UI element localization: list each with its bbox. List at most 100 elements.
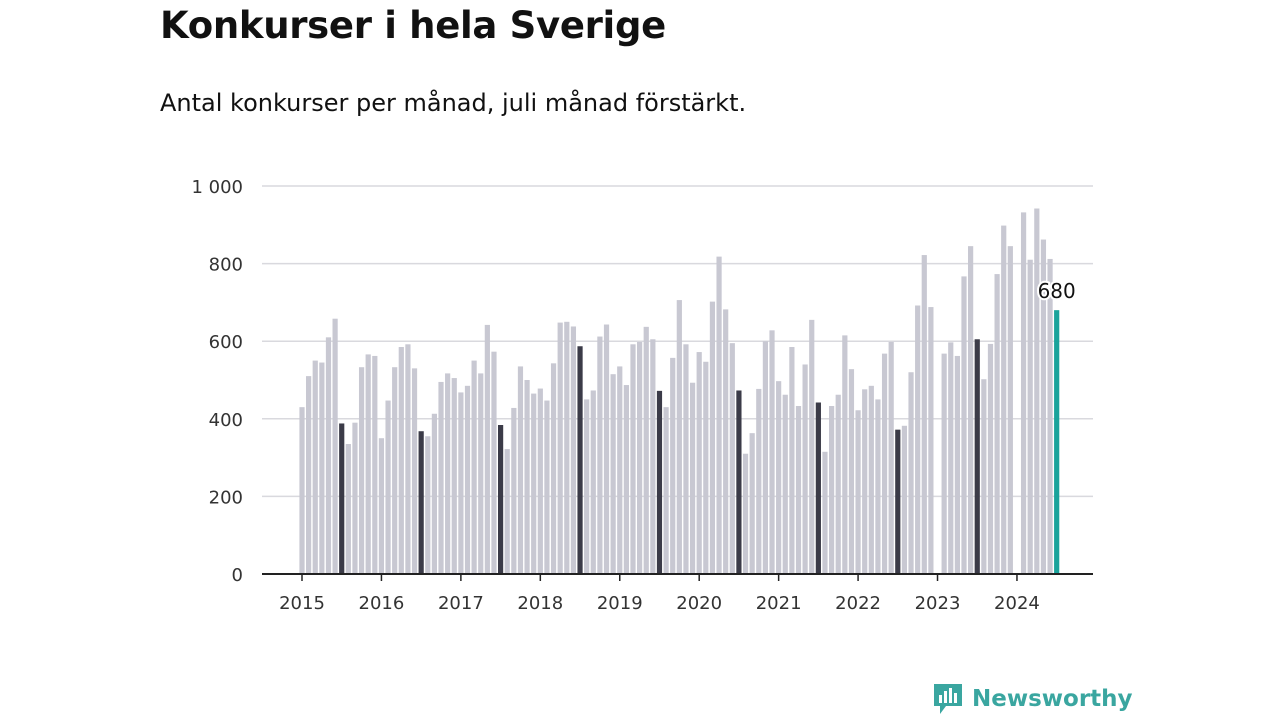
x-tick-label: 2016: [359, 593, 405, 614]
bar: [584, 399, 590, 574]
bar: [881, 353, 888, 574]
x-tick-label: 2015: [279, 593, 325, 614]
bar: [1007, 246, 1013, 574]
bar: [405, 344, 411, 574]
bar: [1054, 310, 1060, 574]
bar: [954, 355, 960, 574]
y-tick-label: 0: [232, 565, 243, 586]
bar: [385, 400, 391, 574]
x-tick-label: 2024: [994, 593, 1040, 614]
bar: [736, 390, 742, 574]
bar: [537, 388, 543, 574]
bar: [319, 362, 325, 574]
bar: [716, 256, 722, 574]
bar: [352, 422, 358, 574]
bar: [418, 431, 424, 574]
bar: [742, 453, 749, 574]
bar: [776, 381, 782, 574]
bar: [504, 449, 510, 574]
x-axis: 2015 2016 2017 2018 2019 2020 2021 2022 2023 2024: [262, 573, 1093, 614]
bar: [656, 390, 663, 574]
bar: [941, 353, 947, 574]
bar: [564, 321, 570, 574]
bar: [981, 379, 987, 574]
bar: [637, 341, 643, 574]
bar: [491, 351, 497, 574]
bar: [617, 366, 623, 574]
y-tick-label: 200: [209, 487, 243, 508]
bar: [425, 436, 431, 574]
bar: [663, 407, 669, 574]
bar: [332, 318, 338, 574]
bar: [372, 355, 378, 574]
bar: [729, 343, 735, 574]
bar: [901, 425, 908, 574]
bar: [782, 394, 788, 574]
bar: [484, 324, 490, 574]
bar: [550, 363, 557, 574]
y-tick-label: 1 000: [191, 177, 243, 198]
bar: [458, 392, 464, 574]
bar: [848, 369, 855, 574]
bar: [756, 388, 762, 574]
bar: [570, 326, 577, 574]
bar: [498, 425, 504, 574]
bar: [411, 368, 418, 574]
bar: [577, 346, 583, 574]
bar: [1040, 239, 1047, 575]
bar: [987, 343, 994, 574]
bar: [438, 381, 444, 574]
bar: [855, 410, 861, 574]
bar: [703, 361, 709, 574]
bar: [1001, 225, 1007, 574]
bar: [431, 413, 437, 574]
latest-value-label: 680: [1038, 279, 1076, 303]
bar: [398, 347, 404, 574]
bar: [795, 406, 802, 574]
bar: [696, 352, 702, 574]
bar: [451, 378, 457, 574]
newsworthy-logo-icon: [934, 684, 962, 714]
x-tick-label: 2022: [835, 593, 881, 614]
bar: [835, 394, 841, 574]
bar: [511, 407, 517, 574]
bar: [630, 344, 636, 574]
bar: [464, 385, 471, 574]
bar: [888, 341, 894, 574]
bar: [875, 399, 881, 574]
bar: [670, 357, 676, 574]
bar: [921, 255, 927, 574]
chart-subtitle: Antal konkurser per månad, juli månad fö…: [160, 89, 747, 117]
bar: [610, 374, 616, 574]
x-tick-label: 2020: [676, 593, 722, 614]
gridlines: 0 200 400 600 800 1 000: [191, 177, 1093, 586]
bar: [597, 336, 603, 574]
bar: [531, 393, 537, 574]
y-tick-label: 600: [209, 332, 243, 353]
bar: [1027, 259, 1033, 574]
bar: [769, 330, 775, 574]
bar: [643, 326, 649, 574]
bar: [862, 389, 868, 574]
bar: [378, 438, 385, 574]
bar: [471, 360, 477, 574]
brand-name: Newsworthy: [972, 686, 1133, 712]
bar: [948, 342, 954, 574]
bar: [802, 364, 808, 574]
bar: [928, 307, 934, 574]
bar: [689, 382, 696, 574]
bar: [299, 407, 305, 574]
bar: [365, 354, 371, 574]
x-tick-label: 2018: [517, 593, 563, 614]
bar: [895, 429, 901, 574]
bar: [306, 376, 312, 574]
labels: 680: [1036, 277, 1078, 305]
bar: [683, 344, 689, 574]
x-tick-label: 2021: [756, 593, 802, 614]
x-tick-label: 2019: [597, 593, 643, 614]
bar: [842, 335, 848, 574]
y-tick-label: 800: [209, 255, 243, 276]
bar: [829, 406, 835, 574]
bar: [1034, 208, 1040, 574]
bar: [544, 400, 550, 574]
